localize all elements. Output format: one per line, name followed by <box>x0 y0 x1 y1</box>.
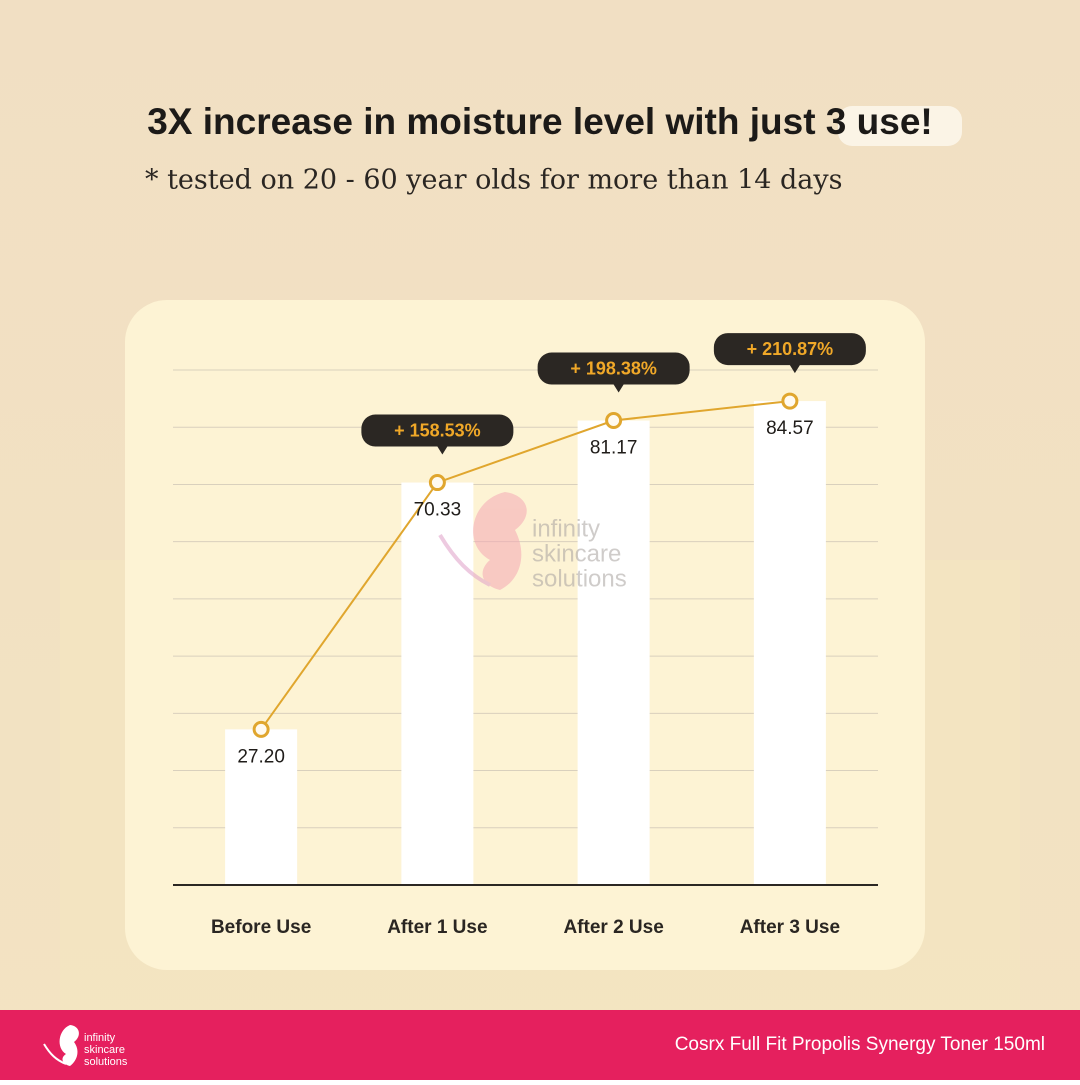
highlight <box>838 106 962 146</box>
value-label: 81.17 <box>590 438 638 459</box>
watermark-text: skincare <box>532 540 621 567</box>
watermark: infinity skincare solutions <box>438 492 627 592</box>
annotation-bubble <box>361 414 514 455</box>
chart-card <box>125 300 925 970</box>
footer-product: Cosrx Full Fit Propolis Synergy Toner 15… <box>675 1034 1045 1055</box>
x-tick-label: After 2 Use <box>563 917 663 938</box>
bar <box>401 482 474 885</box>
footer-logo-text: solutions <box>84 1056 128 1068</box>
title: 3X increase in moisture level with just … <box>147 101 933 142</box>
annotation: + 198.38% <box>570 358 657 378</box>
x-tick-label: After 1 Use <box>387 917 487 938</box>
annotation: + 210.87% <box>747 339 834 359</box>
value-label: 27.20 <box>237 746 285 767</box>
annotation-bubble <box>713 333 866 374</box>
x-tick-label: After 3 Use <box>740 917 840 938</box>
watermark-leaf <box>438 533 491 587</box>
point <box>605 412 623 430</box>
value-label: 84.57 <box>766 418 814 439</box>
annotation: + 158.53% <box>394 420 481 440</box>
watermark-text: solutions <box>532 565 627 592</box>
subtitle: * tested on 20 - 60 year olds for more t… <box>145 165 843 196</box>
watermark-icon <box>473 492 527 590</box>
point <box>781 392 799 410</box>
point <box>252 720 270 738</box>
bar <box>577 420 650 885</box>
footer <box>0 1010 1080 1080</box>
point <box>428 474 446 492</box>
footer-logo-text: infinity <box>84 1032 116 1044</box>
footer-logo-leaf <box>43 1043 67 1065</box>
x-tick-label: Before Use <box>211 917 311 938</box>
annotation-bubble <box>537 352 690 393</box>
footer-logo-text: skincare <box>84 1044 125 1056</box>
footer-logo-icon <box>59 1025 79 1066</box>
plot: Before Use After 1 Use After 2 Use After 3 … <box>173 333 878 938</box>
watermark-text: infinity <box>532 515 600 542</box>
line <box>260 400 790 730</box>
bar <box>225 729 298 885</box>
value-label: 70.33 <box>414 500 462 521</box>
bar <box>753 401 826 885</box>
